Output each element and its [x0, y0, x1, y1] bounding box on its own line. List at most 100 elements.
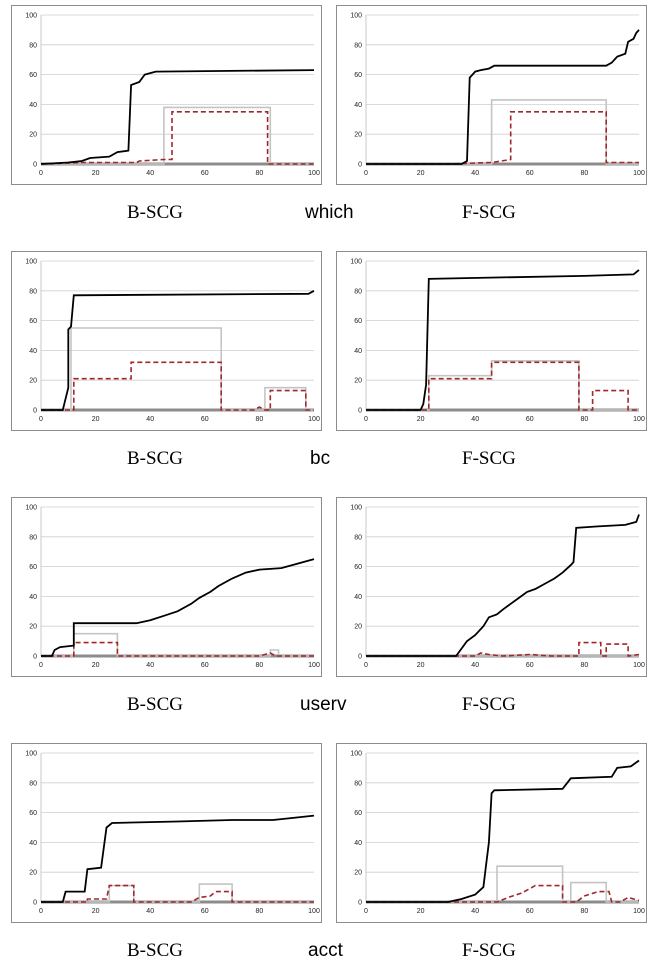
caption-f-scg: F-SCG: [462, 448, 516, 469]
y-tick-label: 60: [354, 72, 362, 79]
y-tick-label: 60: [29, 564, 37, 571]
y-tick-label: 40: [29, 840, 37, 847]
y-tick-label: 100: [350, 751, 362, 758]
y-tick-label: 100: [25, 505, 37, 512]
y-tick-label: 20: [29, 624, 37, 631]
caption-b-scg: B-SCG: [127, 448, 183, 469]
x-tick-label: 0: [364, 170, 368, 177]
chart-svg: 0 20 40 60 80 100 0 20 40 60 80 100: [25, 13, 320, 178]
x-tick-label: 0: [39, 170, 43, 177]
y-tick-label: 20: [354, 132, 362, 139]
x-tick-label: 60: [201, 170, 209, 177]
y-tick-label: 40: [354, 348, 362, 355]
series-line-black: [41, 814, 315, 903]
y-tick-label: 20: [29, 870, 37, 877]
x-tick-label: 40: [146, 416, 154, 423]
x-tick-label: 0: [39, 662, 43, 669]
y-tick-label: 20: [354, 378, 362, 385]
y-tick-label: 60: [29, 318, 37, 325]
x-tick-label: 20: [417, 662, 425, 669]
chart-panel: 0 20 40 60 80 100 0 20 40 60 80 100: [336, 497, 647, 677]
y-tick-label: 40: [29, 102, 37, 109]
chart-panel: 0 20 40 60 80 100 0 20 40 60 80 100: [336, 743, 647, 923]
series-line-gray: [41, 883, 314, 903]
x-tick-label: 80: [256, 416, 264, 423]
y-tick-label: 80: [29, 780, 37, 787]
series-line-black: [41, 290, 315, 411]
y-tick-label: 20: [354, 870, 362, 877]
y-tick-label: 60: [354, 564, 362, 571]
series-line-red: [366, 641, 640, 657]
series-line-gray: [41, 632, 314, 657]
caption-f-scg: F-SCG: [462, 940, 516, 961]
series-line-red: [40, 111, 314, 165]
chart-svg: 0 20 40 60 80 100 0 20 40 60 80 100: [350, 505, 645, 670]
x-tick-label: 20: [92, 170, 100, 177]
chart-svg: 0 20 40 60 80 100 0 20 40 60 80 100: [25, 259, 320, 424]
x-tick-label: 100: [633, 662, 645, 669]
series-line-gray: [41, 106, 314, 165]
caption-b-scg: B-SCG: [127, 694, 183, 715]
y-tick-label: 80: [29, 42, 37, 49]
x-tick-label: 0: [39, 416, 43, 423]
series-line-red: [366, 884, 640, 903]
x-tick-label: 60: [526, 170, 534, 177]
series-line-gray: [366, 99, 639, 165]
x-tick-label: 20: [92, 662, 100, 669]
y-tick-label: 0: [33, 654, 37, 661]
x-tick-label: 100: [633, 416, 645, 423]
y-tick-label: 40: [29, 594, 37, 601]
y-tick-label: 0: [358, 900, 362, 907]
y-tick-label: 60: [354, 318, 362, 325]
x-tick-label: 0: [364, 662, 368, 669]
chart-panel: 0 20 40 60 80 100 0 20 40 60 80 100: [336, 5, 647, 185]
x-tick-label: 100: [633, 908, 645, 915]
chart-svg: 0 20 40 60 80 100 0 20 40 60 80 100: [350, 259, 645, 424]
chart-svg: 0 20 40 60 80 100 0 20 40 60 80 100: [350, 13, 645, 178]
chart-panel: 0 20 40 60 80 100 0 20 40 60 80 100: [11, 497, 322, 677]
y-tick-label: 80: [29, 288, 37, 295]
caption-benchmark: userv: [300, 694, 347, 715]
x-tick-label: 80: [581, 662, 589, 669]
series-line-black: [41, 558, 315, 657]
chart-svg: 0 20 40 60 80 100 0 20 40 60 80 100: [25, 505, 320, 670]
series-line-red: [366, 361, 639, 411]
caption-row: B-SCG bc F-SCG: [0, 447, 652, 471]
x-tick-label: 60: [526, 662, 534, 669]
x-tick-label: 100: [308, 170, 320, 177]
chart-panel: 0 20 40 60 80 100 0 20 40 60 80 100: [11, 251, 322, 431]
y-tick-label: 40: [354, 102, 362, 109]
y-tick-label: 40: [354, 840, 362, 847]
x-tick-label: 100: [308, 908, 320, 915]
x-tick-label: 20: [92, 908, 100, 915]
y-tick-label: 80: [354, 534, 362, 541]
caption-b-scg: B-SCG: [127, 940, 183, 961]
series-line-red: [41, 884, 314, 903]
y-tick-label: 100: [350, 13, 362, 20]
y-tick-label: 100: [350, 505, 362, 512]
x-tick-label: 80: [581, 170, 589, 177]
y-tick-label: 40: [29, 348, 37, 355]
x-tick-label: 40: [146, 170, 154, 177]
x-tick-label: 40: [146, 662, 154, 669]
x-tick-label: 80: [256, 662, 264, 669]
x-tick-label: 20: [92, 416, 100, 423]
y-tick-label: 60: [29, 810, 37, 817]
x-tick-label: 60: [201, 908, 209, 915]
y-tick-label: 0: [33, 162, 37, 169]
series-line-black: [40, 69, 315, 165]
x-tick-label: 20: [417, 416, 425, 423]
x-tick-label: 40: [471, 170, 479, 177]
y-tick-label: 20: [29, 378, 37, 385]
x-tick-label: 0: [39, 908, 43, 915]
y-tick-label: 0: [33, 900, 37, 907]
series-line-gray: [41, 327, 314, 411]
y-tick-label: 0: [358, 654, 362, 661]
x-tick-label: 20: [417, 170, 425, 177]
series-line-black: [366, 29, 640, 165]
x-tick-label: 100: [308, 662, 320, 669]
series-line-black: [366, 759, 640, 903]
y-tick-label: 40: [354, 594, 362, 601]
x-tick-label: 40: [471, 908, 479, 915]
series-line-gray: [366, 360, 639, 411]
